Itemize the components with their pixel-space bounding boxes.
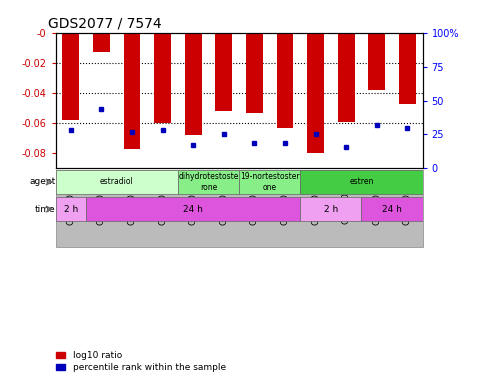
Bar xyxy=(338,33,355,122)
Bar xyxy=(361,197,423,221)
Bar xyxy=(307,33,324,153)
Bar xyxy=(369,33,385,90)
Bar xyxy=(56,170,178,194)
Text: dihydrotestoste
rone: dihydrotestoste rone xyxy=(178,172,239,192)
Bar xyxy=(277,33,293,127)
Legend: log10 ratio, percentile rank within the sample: log10 ratio, percentile rank within the … xyxy=(53,348,229,376)
Bar xyxy=(56,197,86,221)
Text: time: time xyxy=(35,205,56,214)
Text: agent: agent xyxy=(29,177,56,187)
Bar xyxy=(178,170,239,194)
Bar xyxy=(86,197,300,221)
Text: 19-nortestoster
one: 19-nortestoster one xyxy=(240,172,299,192)
Bar xyxy=(124,33,141,149)
Bar xyxy=(300,170,423,194)
Bar xyxy=(399,33,416,104)
Bar xyxy=(93,33,110,52)
Text: 24 h: 24 h xyxy=(382,205,402,214)
Bar xyxy=(246,33,263,113)
Bar xyxy=(185,33,201,135)
Text: estradiol: estradiol xyxy=(100,177,134,187)
Bar xyxy=(239,170,300,194)
Title: GDS2077 / 7574: GDS2077 / 7574 xyxy=(48,16,162,30)
Bar xyxy=(215,33,232,111)
Bar xyxy=(154,33,171,123)
Bar xyxy=(300,197,361,221)
Bar xyxy=(62,33,79,120)
Text: 2 h: 2 h xyxy=(64,205,78,214)
Text: 2 h: 2 h xyxy=(324,205,338,214)
Text: estren: estren xyxy=(349,177,374,187)
Text: 24 h: 24 h xyxy=(183,205,203,214)
